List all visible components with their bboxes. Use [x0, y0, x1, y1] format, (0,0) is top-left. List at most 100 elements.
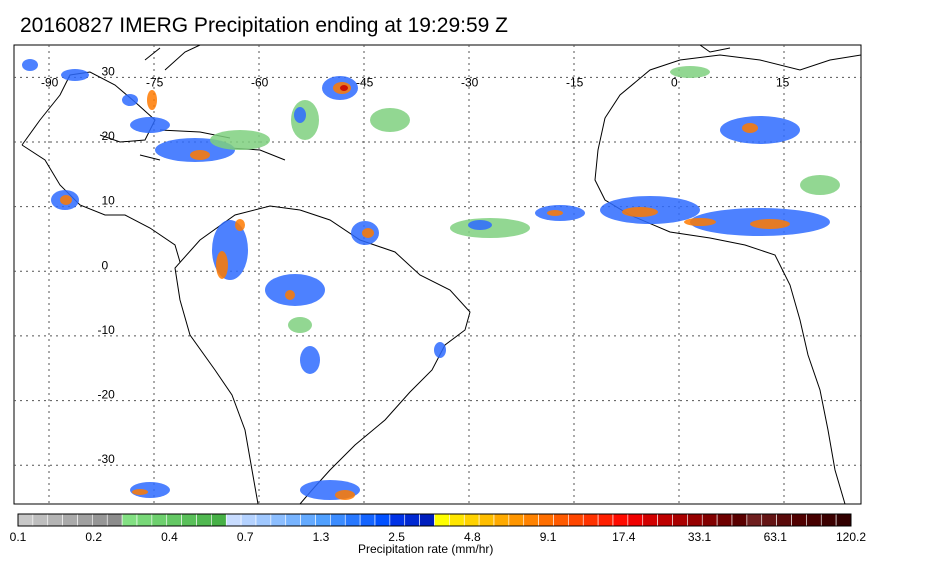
- longitude-label: -60: [251, 75, 269, 89]
- precip-cell: [800, 175, 840, 195]
- precip-cell: [340, 85, 348, 91]
- precip-cell: [147, 90, 157, 110]
- colorbar-swatch: [553, 513, 569, 527]
- precip-cell: [750, 219, 790, 229]
- precip-cell: [742, 123, 758, 133]
- colorbar-swatch: [151, 513, 168, 527]
- colorbar-swatches: [17, 513, 852, 527]
- colorbar-swatch: [835, 513, 852, 527]
- precip-cell: [60, 195, 72, 205]
- colorbar-tick-label: 0.2: [85, 530, 102, 544]
- colorbar-swatch: [136, 513, 153, 527]
- colorbar-swatch: [359, 513, 376, 527]
- colorbar-swatch: [196, 513, 212, 527]
- colorbar-label: Precipitation rate (mm/hr): [358, 542, 493, 556]
- colorbar-swatch: [240, 513, 257, 527]
- colorbar-swatch: [270, 513, 287, 527]
- colorbar-swatch: [255, 513, 272, 527]
- longitude-label: -30: [461, 75, 479, 89]
- precip-cell: [434, 342, 446, 358]
- precip-cell: [622, 207, 658, 217]
- africa-coast: [594, 54, 861, 504]
- colorbar-tick-label: 33.1: [688, 530, 712, 544]
- colorbar-swatch: [582, 513, 599, 527]
- south-america-coast: [174, 205, 471, 504]
- colorbar-swatch: [225, 513, 242, 527]
- colorbar-swatch: [538, 513, 554, 527]
- latitude-label: 20: [102, 129, 116, 143]
- colorbar-tick-label: 2.5: [388, 530, 405, 544]
- colorbar-swatch: [106, 513, 123, 527]
- north-america-coast: [144, 45, 201, 71]
- latitude-label: 0: [102, 258, 109, 272]
- colorbar-swatch: [449, 513, 465, 527]
- precip-cell: [288, 317, 312, 333]
- colorbar-swatch: [612, 513, 629, 527]
- latitude-label: -20: [98, 388, 116, 402]
- longitude-label: -45: [356, 75, 374, 89]
- latitude-label: -10: [98, 323, 116, 337]
- colorbar-swatch: [568, 513, 584, 527]
- europe-coast: [699, 45, 731, 53]
- longitude-label: -90: [41, 75, 59, 89]
- colorbar-swatch: [285, 513, 301, 527]
- colorbar-tick-label: 9.1: [540, 530, 557, 544]
- graticule-grid: [14, 45, 861, 504]
- colorbar-swatch: [344, 513, 361, 527]
- precip-cell: [335, 490, 355, 500]
- colorbar-swatch: [419, 513, 435, 527]
- precip-cell: [670, 66, 710, 78]
- colorbar-swatch: [731, 513, 748, 527]
- colorbar-swatch: [642, 513, 658, 527]
- colorbar-swatch: [62, 513, 78, 527]
- colorbar-swatch: [776, 513, 792, 527]
- precip-cell: [720, 116, 800, 144]
- colorbar-swatch: [315, 513, 331, 527]
- map-title: 20160827 IMERG Precipitation ending at 1…: [20, 14, 508, 37]
- colorbar-swatch: [820, 513, 837, 527]
- longitude-label: -75: [146, 75, 164, 89]
- colorbar-swatch: [17, 513, 34, 527]
- colorbar-swatch: [463, 513, 480, 527]
- precip-cell: [684, 218, 716, 226]
- precip-cell: [190, 150, 210, 160]
- colorbar-tick-label: 1.3: [313, 530, 330, 544]
- precip-cell: [61, 69, 89, 81]
- coastline-outlines: [21, 45, 861, 504]
- colorbar-swatch: [478, 513, 495, 527]
- precip-cell: [370, 108, 410, 132]
- precip-cell: [216, 251, 228, 279]
- colorbar-swatch: [597, 513, 614, 527]
- colorbar-swatch: [493, 513, 510, 527]
- colorbar-swatch: [32, 513, 49, 527]
- precip-cell: [294, 107, 306, 123]
- precip-cell: [130, 117, 170, 133]
- colorbar-swatch: [657, 513, 673, 527]
- colorbar-tick-label: 17.4: [612, 530, 636, 544]
- colorbar-tick-label: 0.1: [10, 530, 27, 544]
- colorbar-swatch: [121, 513, 138, 527]
- colorbar-swatch: [166, 513, 182, 527]
- colorbar-swatch: [389, 513, 406, 527]
- colorbar-swatch: [806, 513, 822, 527]
- colorbar-tick-labels: 0.1 0.2 0.4 0.7 1.3 2.5 4.8 9.1 17.4 33.1 63.1 120.…: [10, 530, 867, 544]
- colorbar-swatch: [434, 513, 450, 527]
- precip-cell: [132, 489, 148, 495]
- colorbar-swatch: [77, 513, 93, 527]
- precip-cell: [285, 290, 295, 300]
- colorbar-swatch: [701, 513, 718, 527]
- colorbar-swatch: [627, 513, 644, 527]
- precip-cell: [122, 94, 138, 106]
- precip-cell: [235, 219, 245, 231]
- colorbar-swatch: [687, 513, 703, 527]
- precip-cell: [547, 210, 563, 216]
- colorbar-swatch: [791, 513, 807, 527]
- latitude-labels: 30 20 10 0 -10 -20 -30: [98, 64, 116, 466]
- colorbar-tick-label: 63.1: [764, 530, 788, 544]
- colorbar-tick-label: 120.2: [836, 530, 866, 544]
- colorbar-swatch: [746, 513, 763, 527]
- colorbar-swatch: [300, 513, 316, 527]
- colorbar-swatch: [716, 513, 733, 527]
